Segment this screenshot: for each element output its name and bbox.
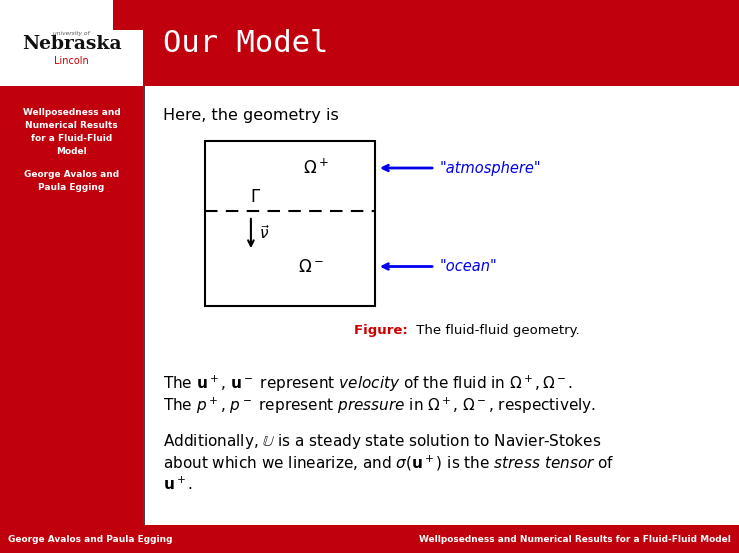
Text: Nebraska: Nebraska [21,35,121,53]
Text: Our Model: Our Model [163,29,328,58]
Text: The fluid-fluid geometry.: The fluid-fluid geometry. [412,324,580,337]
Text: Wellposedness and: Wellposedness and [23,108,120,117]
Bar [0,0,143,86]
Text: Here, the geometry is: Here, the geometry is [163,108,338,123]
Text: $\mathbf{u}^+$.: $\mathbf{u}^+$. [163,476,193,493]
Bar [0,0,739,86]
Text: $\Gamma$: $\Gamma$ [251,188,262,206]
Text: university of: university of [53,30,90,35]
Text: $\Omega^-$: $\Omega^-$ [298,258,323,275]
Text: "atmosphere": "atmosphere" [440,160,542,175]
Text: Lincoln: Lincoln [54,56,89,66]
Text: Figure:: Figure: [354,324,412,337]
Text: George Avalos and Paula Egging: George Avalos and Paula Egging [8,535,172,544]
Text: Wellposedness and Numerical Results for a Fluid-Fluid Model: Wellposedness and Numerical Results for … [419,535,731,544]
Bar [0,86,143,525]
Bar [145,86,739,525]
Text: Model: Model [56,147,87,156]
Bar [205,141,375,306]
Text: $\Omega^+$: $\Omega^+$ [303,158,328,178]
Text: Paula Egging: Paula Egging [38,183,105,192]
Text: Additionally, $\mathbb{U}$ is a steady state solution to Navier-Stokes: Additionally, $\mathbb{U}$ is a steady s… [163,432,602,451]
Text: $\vec{\nu}$: $\vec{\nu}$ [259,225,270,242]
Text: The $\mathbf{u}^+$, $\mathbf{u}^-$ represent $\mathit{velocity}$ of the fluid in: The $\mathbf{u}^+$, $\mathbf{u}^-$ repre… [163,374,573,394]
Text: "ocean": "ocean" [440,259,498,274]
Text: for a Fluid-Fluid: for a Fluid-Fluid [31,134,112,143]
Bar [113,0,143,30]
Bar [0,525,739,553]
Bar [143,86,145,525]
Text: about which we linearize, and $\sigma(\mathbf{u}^+)$ is the $\mathit{stress\ ten: about which we linearize, and $\sigma(\m… [163,454,615,473]
Text: Numerical Results: Numerical Results [25,121,118,130]
Text: The $p^+$, $p^-$ represent $\mathit{pressure}$ in $\Omega^+$, $\Omega^-$, respec: The $p^+$, $p^-$ represent $\mathit{pres… [163,396,596,416]
Text: George Avalos and: George Avalos and [24,170,119,179]
